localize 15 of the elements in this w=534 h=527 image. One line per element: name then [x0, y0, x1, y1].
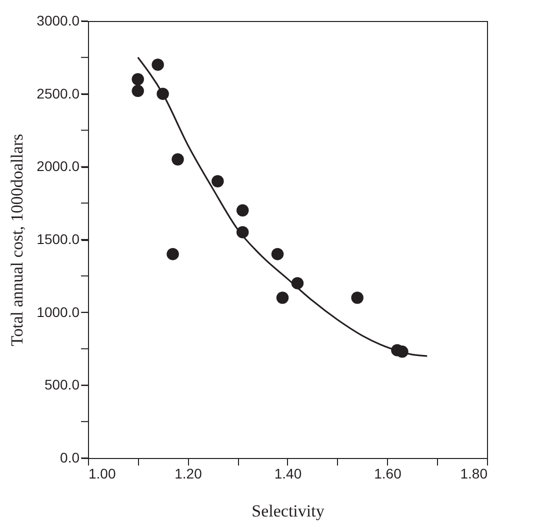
x-tick-label: 1.80: [460, 466, 488, 482]
x-tick-label: 1.00: [88, 466, 116, 482]
y-tick-label: 1000.0: [36, 304, 80, 320]
y-tick-label: 2500.0: [36, 85, 80, 102]
y-tick-label: 500.0: [44, 376, 80, 393]
x-axis-title: Selectivity: [252, 502, 325, 520]
x-tick-label: 1.20: [174, 466, 202, 482]
x-tick-label: 1.40: [274, 466, 302, 482]
y-tick-label: 0.0: [60, 450, 80, 466]
y-tick-label: 1500.0: [36, 231, 80, 247]
y-tick-label: 2000.0: [36, 158, 80, 174]
y-tick-label: 3000.0: [36, 12, 80, 28]
line-series: [137, 56, 428, 357]
y-axis-title: Total annual cost, 1000doallars: [8, 134, 27, 346]
x-tick-label: 1.60: [374, 466, 402, 482]
